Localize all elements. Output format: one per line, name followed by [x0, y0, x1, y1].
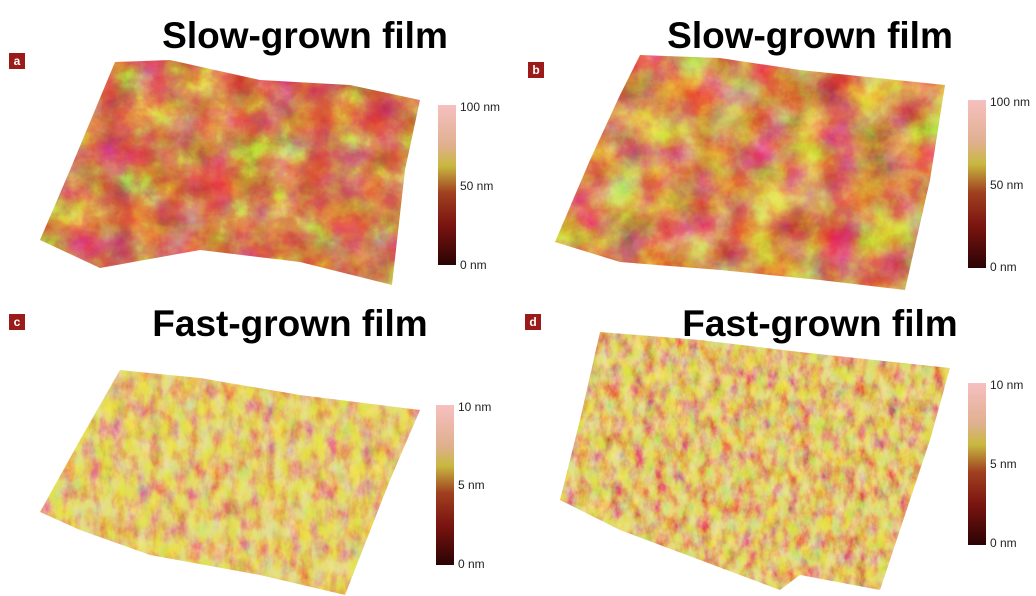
afm-surface	[555, 55, 945, 290]
panel-title: Fast-grown film	[152, 303, 427, 344]
panel-label: c	[14, 315, 21, 329]
panel: a Slow-grown film 100 nm 50 nm 0 nm	[9, 15, 500, 285]
scale-label: 0 nm	[990, 536, 1017, 550]
scale-label: 10 nm	[990, 378, 1023, 392]
panel-label: b	[532, 63, 539, 77]
figure: a Slow-grown film 100 nm 50 nm 0 nm b Sl…	[0, 0, 1036, 596]
panel: d Fast-grown film 10 nm 5 nm 0 nm	[525, 303, 1023, 590]
colorbar	[438, 105, 456, 265]
scale-label: 50 nm	[460, 179, 493, 193]
scale-label: 100 nm	[990, 95, 1030, 109]
scale-label: 100 nm	[460, 100, 500, 114]
colorbar	[968, 383, 986, 545]
scale-label: 0 nm	[990, 260, 1017, 274]
scale-label: 0 nm	[460, 258, 487, 272]
panel-title: Slow-grown film	[667, 15, 953, 56]
afm-surface	[560, 332, 950, 590]
scale-label: 10 nm	[458, 400, 491, 414]
panel: b Slow-grown film 100 nm 50 nm 0 nm	[528, 15, 1030, 290]
afm-surface	[40, 370, 420, 595]
panel-title: Fast-grown film	[682, 303, 957, 344]
panel-label: d	[529, 315, 536, 329]
panel: c Fast-grown film 10 nm 5 nm 0 nm	[9, 303, 491, 595]
colorbar	[436, 405, 454, 565]
colorbar	[968, 100, 986, 268]
scale-label: 50 nm	[990, 178, 1023, 192]
afm-surface	[40, 60, 420, 285]
panel-label: a	[14, 54, 21, 68]
panel-title: Slow-grown film	[162, 15, 448, 56]
scale-label: 5 nm	[990, 457, 1017, 471]
scale-label: 5 nm	[458, 478, 485, 492]
scale-label: 0 nm	[458, 557, 485, 571]
